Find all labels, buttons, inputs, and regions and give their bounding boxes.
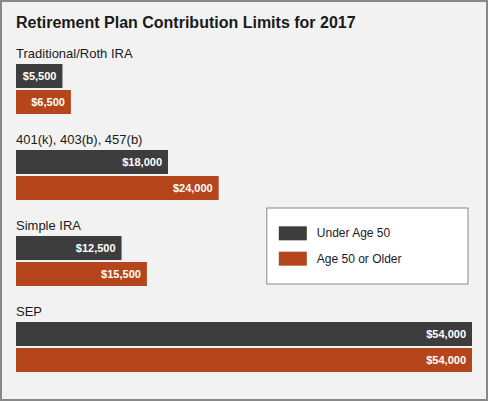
bar <box>16 90 71 114</box>
bar <box>16 322 472 346</box>
legend-box <box>267 208 468 284</box>
data-label: $18,000 <box>122 156 162 168</box>
data-label: $54,000 <box>426 354 466 366</box>
legend-swatch <box>279 252 307 266</box>
category-label: Simple IRA <box>16 218 81 233</box>
chart: Retirement Plan Contribution Limits for … <box>0 0 488 401</box>
background <box>1 1 487 400</box>
category-label: SEP <box>16 304 42 319</box>
bar <box>16 262 147 286</box>
category-label: Traditional/Roth IRA <box>16 46 133 61</box>
data-label: $12,500 <box>76 242 116 254</box>
bar <box>16 348 472 372</box>
bar <box>16 176 219 200</box>
bar <box>16 150 168 174</box>
labels: Traditional/Roth IRA $5,500 $6,500 401(k), … <box>16 46 466 366</box>
data-label: $15,500 <box>101 268 141 280</box>
legend-entry: Under Age 50 <box>317 226 391 240</box>
bar <box>16 236 122 260</box>
data-label: $6,500 <box>31 96 65 108</box>
bar <box>16 64 62 88</box>
data-label: $54,000 <box>426 328 466 340</box>
legend-swatch <box>279 226 307 240</box>
legend: Under Age 50 Age 50 or Older <box>267 208 468 284</box>
bars <box>16 64 472 372</box>
title: Retirement Plan Contribution Limits for … <box>16 14 356 31</box>
category-label: 401(k), 403(b), 457(b) <box>16 132 142 147</box>
data-label: $5,500 <box>23 70 57 82</box>
legend-entry: Age 50 or Older <box>317 252 402 266</box>
data-label: $24,000 <box>173 182 213 194</box>
